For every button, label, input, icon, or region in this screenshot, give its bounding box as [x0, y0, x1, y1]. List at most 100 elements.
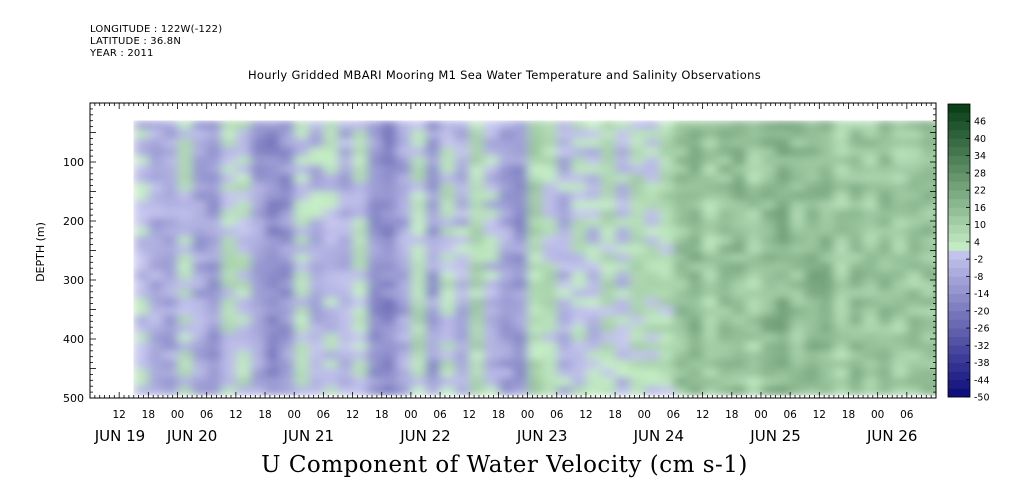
- heatmap-cell: [410, 209, 426, 219]
- heatmap-cell: [265, 226, 281, 237]
- heatmap-cell: [221, 271, 237, 281]
- heatmap-cell: [440, 350, 456, 361]
- heatmap-cell: [308, 341, 324, 352]
- heatmap-cell: [906, 324, 922, 334]
- heatmap-cell: [775, 182, 791, 193]
- heatmap-cell: [513, 165, 529, 175]
- heatmap-cell: [892, 315, 908, 325]
- heatmap-cell: [250, 218, 266, 228]
- heatmap-cell: [235, 315, 251, 325]
- heatmap-cell: [542, 120, 558, 131]
- heatmap-cell: [410, 226, 426, 237]
- y-axis-label: DEPTH (m): [34, 222, 47, 282]
- heatmap-cell: [250, 368, 266, 378]
- heatmap-cell: [761, 147, 777, 157]
- heatmap-cell: [629, 359, 645, 369]
- heatmap-cell: [673, 359, 689, 369]
- x-day-label: JUN 20: [166, 427, 217, 445]
- heatmap-cell: [906, 235, 922, 246]
- heatmap-cell: [775, 209, 791, 219]
- heatmap-cell: [833, 359, 849, 369]
- heatmap-cell: [673, 200, 689, 210]
- heatmap-cell: [571, 315, 587, 325]
- heatmap-cell: [381, 280, 397, 290]
- heatmap-cell: [819, 350, 835, 361]
- heatmap-cell: [644, 288, 660, 299]
- heatmap-cell: [425, 182, 441, 193]
- heatmap-cell: [381, 235, 397, 246]
- heatmap-cell: [454, 173, 470, 184]
- heatmap-cell: [513, 253, 529, 263]
- heatmap-cell: [877, 288, 893, 299]
- heatmap-cell: [338, 165, 354, 175]
- heatmap-cell: [921, 324, 936, 334]
- heatmap-cell: [410, 235, 426, 246]
- heatmap-cell: [148, 200, 164, 210]
- heatmap-cell: [804, 377, 820, 387]
- heatmap-cell: [629, 173, 645, 184]
- heatmap-cell: [892, 182, 908, 193]
- heatmap-cell: [162, 262, 178, 272]
- heatmap-cell: [410, 173, 426, 184]
- heatmap-cell: [294, 377, 310, 387]
- x-hour-tick-label: 06: [783, 409, 797, 421]
- heatmap-cell: [513, 173, 529, 184]
- heatmap-cell: [440, 386, 456, 396]
- heatmap-cell: [761, 377, 777, 387]
- heatmap-cell: [367, 138, 383, 148]
- heatmap-cell: [425, 350, 441, 361]
- heatmap-cell: [469, 226, 485, 237]
- heatmap-cell: [148, 182, 164, 193]
- heatmap-cell: [585, 368, 601, 378]
- heatmap-cell: [498, 200, 514, 210]
- heatmap-cell: [906, 226, 922, 237]
- heatmap-cell: [702, 297, 718, 307]
- heatmap-cell: [761, 120, 777, 131]
- heatmap-cell: [717, 235, 733, 246]
- heatmap-cell: [498, 235, 514, 246]
- heatmap-cell: [542, 297, 558, 307]
- heatmap-cell: [177, 280, 193, 290]
- x-hour-tick-label: 00: [754, 409, 767, 421]
- heatmap-cell: [804, 297, 820, 307]
- heatmap-cell: [279, 297, 295, 307]
- heatmap-cell: [279, 191, 295, 201]
- heatmap-cell: [425, 341, 441, 352]
- heatmap-cell: [746, 173, 762, 184]
- heatmap-cell: [585, 120, 601, 131]
- heatmap-cell: [615, 244, 631, 254]
- heatmap-cell: [833, 129, 849, 139]
- heatmap-cell: [585, 218, 601, 228]
- heatmap-cell: [790, 226, 806, 237]
- heatmap-cell: [410, 138, 426, 148]
- heatmap-cell: [513, 191, 529, 201]
- heatmap-cell: [848, 191, 864, 201]
- heatmap-cell: [250, 191, 266, 201]
- heatmap-cell: [542, 350, 558, 361]
- heatmap-cell: [454, 271, 470, 281]
- heatmap-cell: [877, 165, 893, 175]
- heatmap-cell: [702, 306, 718, 316]
- heatmap-cell: [542, 333, 558, 343]
- heatmap-cell: [629, 253, 645, 263]
- heatmap-cell: [921, 368, 936, 378]
- heatmap-cell: [863, 386, 879, 396]
- heatmap-cell: [819, 156, 835, 166]
- heatmap-cell: [585, 253, 601, 263]
- heatmap-cell: [498, 341, 514, 352]
- heatmap-cell: [921, 315, 936, 325]
- heatmap-cell: [585, 297, 601, 307]
- heatmap-cell: [308, 368, 324, 378]
- heatmap-cell: [921, 377, 936, 387]
- heatmap-cell: [192, 341, 208, 352]
- heatmap-cell: [731, 368, 747, 378]
- heatmap-cell: [542, 138, 558, 148]
- heatmap-cell: [702, 173, 718, 184]
- heatmap-cell: [775, 262, 791, 272]
- heatmap-cell: [556, 280, 572, 290]
- heatmap-cell: [629, 262, 645, 272]
- heatmap-cell: [790, 235, 806, 246]
- heatmap-cell: [410, 315, 426, 325]
- heatmap-cell: [235, 200, 251, 210]
- heatmap-cell: [425, 280, 441, 290]
